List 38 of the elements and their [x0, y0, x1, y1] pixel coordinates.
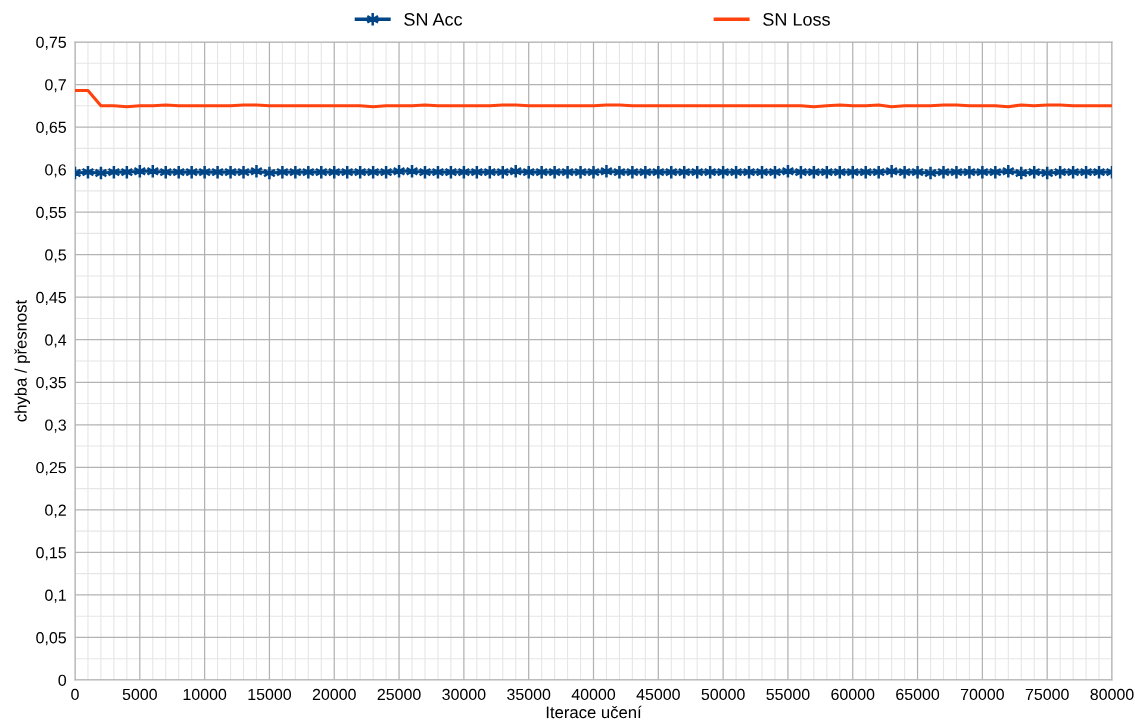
x-tick-label: 35000 — [507, 688, 551, 701]
x-tick-label: 55000 — [766, 688, 810, 701]
y-tick-label: 0,3 — [45, 419, 66, 433]
x-tick-label: 30000 — [442, 688, 486, 701]
x-tick-label: 15000 — [248, 688, 292, 701]
y-tick-label: 0 — [58, 674, 67, 686]
legend-label: SN Acc — [404, 13, 463, 26]
x-tick-label: 45000 — [636, 688, 680, 701]
x-tick-label: 10000 — [183, 688, 227, 701]
y-tick-label: 0,2 — [45, 504, 66, 518]
y-tick-label: 0,5 — [45, 249, 66, 263]
y-tick-label: 0,45 — [36, 291, 66, 306]
y-tick-label: 0,1 — [45, 589, 66, 603]
x-tick-label: 5000 — [122, 688, 157, 701]
y-tick-label: 0,7 — [45, 79, 66, 93]
y-tick-label: 0,4 — [45, 334, 67, 348]
x-tick-label: 20000 — [312, 688, 356, 701]
y-tick-label: 0,05 — [36, 632, 66, 646]
x-tick-label: 40000 — [571, 688, 616, 701]
x-tick-label: 50000 — [701, 688, 745, 701]
y-tick-label: 0,25 — [36, 461, 66, 476]
x-tick-label: 75000 — [1025, 688, 1069, 701]
y-tick-label: 0,6 — [45, 164, 66, 178]
x-tick-label: 0 — [71, 688, 79, 701]
x-tick-label: 65000 — [896, 688, 940, 701]
x-axis-title: Iterace učení — [546, 705, 642, 719]
y-tick-label: 0,15 — [36, 547, 66, 561]
x-tick-label: 80000 — [1090, 688, 1134, 701]
y-axis-title: chyba / přesnost — [14, 299, 31, 422]
x-tick-label: 25000 — [377, 688, 421, 701]
y-tick-label: 0,35 — [36, 376, 66, 391]
line-series — [75, 88, 1112, 109]
y-tick-label: 0,75 — [36, 36, 66, 50]
legend-label: SN Loss — [763, 13, 830, 26]
y-tick-label: 0,55 — [36, 206, 66, 220]
x-tick-label: 70000 — [960, 688, 1004, 701]
x-tick-label: 60000 — [831, 688, 875, 701]
y-tick-label: 0,65 — [36, 121, 66, 135]
